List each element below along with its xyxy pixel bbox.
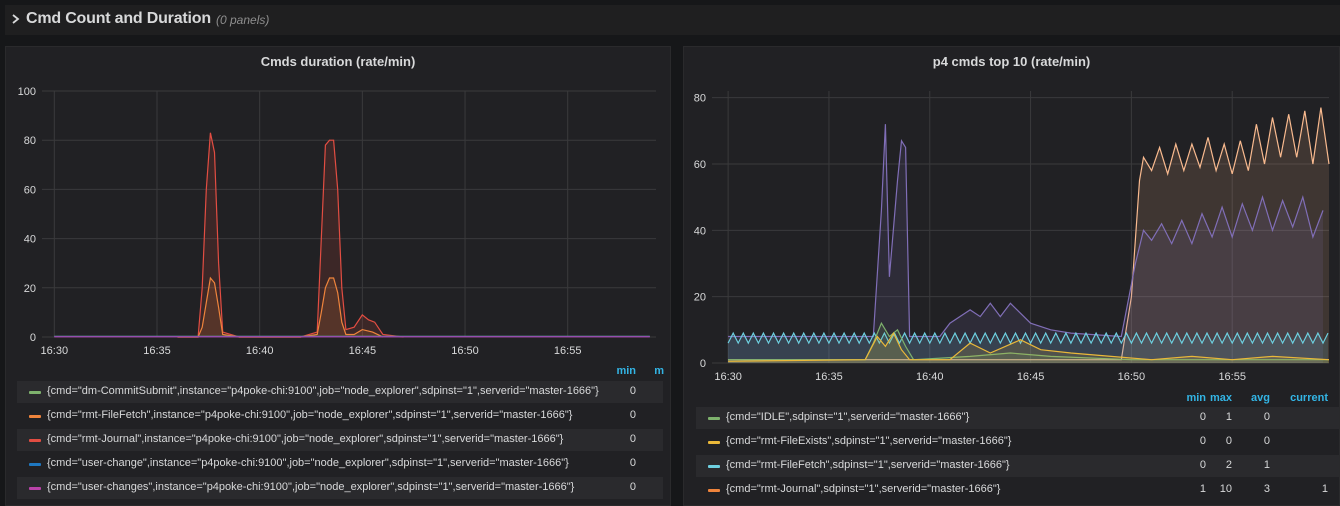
legend-value-avg: 3 <box>1263 483 1270 495</box>
x-tick-label: 16:40 <box>916 371 944 383</box>
legend-value-avg: 0 <box>1263 435 1270 447</box>
series-area <box>728 107 1329 363</box>
legend-series-label[interactable]: {cmd="rmt-Journal",sdpinst="1",serverid=… <box>726 483 1001 495</box>
x-tick-label: 16:40 <box>246 345 274 357</box>
legend-header-m[interactable]: m <box>654 365 664 377</box>
legend-p4-cmds-top10: min max avg current {cmd="IDLE",sdpinst="1",… <box>684 389 1339 505</box>
legend-item[interactable]: {cmd="rmt-FileFetch",sdpinst="1",serveri… <box>696 455 1339 477</box>
legend-header-min[interactable]: min <box>616 365 636 377</box>
y-tick-label: 40 <box>24 234 36 246</box>
series-line <box>728 124 1324 338</box>
x-tick-label: 16:30 <box>714 371 742 383</box>
panel-title[interactable]: p4 cmds top 10 (rate/min) <box>932 54 1091 69</box>
y-tick-label: 60 <box>694 159 706 171</box>
y-tick-label: 60 <box>24 184 36 196</box>
legend-color-swatch[interactable] <box>29 463 41 466</box>
legend-series-label[interactable]: {cmd="user-change",instance="p4poke-chi:… <box>47 457 569 469</box>
series-area <box>728 333 1329 363</box>
chevron-right-icon[interactable] <box>10 12 22 26</box>
legend-item[interactable]: {cmd="rmt-Journal",sdpinst="1",serverid=… <box>696 479 1339 501</box>
legend-color-swatch[interactable] <box>29 487 41 490</box>
legend-value-max: 1 <box>1225 411 1232 423</box>
panel-cmds-duration: Cmds duration (rate/min) 0 20 40 60 80 100 16:… <box>5 46 671 506</box>
chart-cmds-duration[interactable]: 0 20 40 60 80 100 16:30 16:35 16:40 16:45 16:50 16:… <box>6 77 670 392</box>
legend-value-min: 0 <box>1199 459 1206 471</box>
legend-series-label[interactable]: {cmd="dm-CommitSubmit",instance="p4poke-… <box>47 385 599 397</box>
row-title[interactable]: Cmd Count and Duration <box>26 10 211 27</box>
legend-color-swatch[interactable] <box>708 465 720 468</box>
y-tick-label: 100 <box>18 86 36 98</box>
legend-series-label[interactable]: {cmd="IDLE",sdpinst="1",serverid="master… <box>726 411 970 423</box>
series-area <box>177 278 383 337</box>
y-tick-label: 80 <box>24 135 36 147</box>
series-line <box>727 331 1329 345</box>
legend-value-min: 0 <box>629 433 636 445</box>
y-tick-label: 80 <box>694 93 706 105</box>
legend-color-swatch[interactable] <box>29 439 41 442</box>
legend-value-min: 0 <box>629 409 636 421</box>
legend-value-max: 10 <box>1219 483 1232 495</box>
x-tick-label: 16:45 <box>349 345 377 357</box>
legend-value-min: 0 <box>1199 435 1206 447</box>
legend-value-min: 0 <box>629 481 636 493</box>
legend-series-label[interactable]: {cmd="rmt-FileFetch",sdpinst="1",serveri… <box>726 459 1010 471</box>
legend-item[interactable]: {cmd="rmt-FileFetch",instance="p4poke-ch… <box>17 405 663 427</box>
series-line <box>728 331 1330 362</box>
legend-item[interactable]: {cmd="rmt-Journal",instance="p4poke-chi:… <box>17 429 663 451</box>
legend-color-swatch[interactable] <box>708 441 720 444</box>
legend-color-swatch[interactable] <box>708 489 720 492</box>
x-tick-label: 16:35 <box>815 371 843 383</box>
legend-series-label[interactable]: {cmd="rmt-FileFetch",instance="p4poke-ch… <box>47 409 573 421</box>
panel-title[interactable]: Cmds duration (rate/min) <box>260 54 416 69</box>
y-tick-label: 20 <box>694 292 706 304</box>
chart-p4-cmds-top10[interactable]: 0 20 40 60 80 16:30 16:35 16:40 16:45 16:50 16:55 <box>684 77 1340 387</box>
legend-value-min: 0 <box>1199 411 1206 423</box>
y-tick-label: 40 <box>694 225 706 237</box>
x-tick-label: 16:50 <box>451 345 479 357</box>
row-header[interactable]: Cmd Count and Duration (0 panels) <box>0 0 1340 40</box>
legend-value-current: 1 <box>1321 483 1328 495</box>
row-header-bar[interactable] <box>5 5 1340 35</box>
legend-value-max: 0 <box>1225 435 1232 447</box>
series-line <box>728 107 1330 361</box>
legend-value-avg: 0 <box>1263 411 1270 423</box>
legend-value-min: 0 <box>629 385 636 397</box>
x-tick-label: 16:55 <box>1218 371 1246 383</box>
legend-series-label[interactable]: {cmd="rmt-Journal",instance="p4poke-chi:… <box>47 433 564 445</box>
series-line <box>177 276 384 338</box>
series-line <box>177 132 404 338</box>
legend-item[interactable]: {cmd="user-change",instance="p4poke-chi:… <box>17 453 663 475</box>
y-tick-label: 20 <box>24 283 36 295</box>
legend-value-min: 1 <box>1199 483 1206 495</box>
panel-p4-cmds-top10: p4 cmds top 10 (rate/min) 0 20 40 60 80 16:30… <box>683 46 1340 506</box>
legend-series-label[interactable]: {cmd="user-changes",instance="p4poke-chi… <box>47 481 575 493</box>
legend-value-avg: 1 <box>1263 459 1270 471</box>
x-tick-label: 16:35 <box>143 345 171 357</box>
x-tick-label: 16:45 <box>1017 371 1045 383</box>
series-area <box>728 323 1329 363</box>
legend-header-avg[interactable]: avg <box>1251 392 1270 404</box>
legend-color-swatch[interactable] <box>708 417 720 420</box>
x-tick-label: 16:55 <box>554 345 582 357</box>
legend-header-min[interactable]: min <box>1186 392 1206 404</box>
series-area <box>728 124 1323 363</box>
legend-item[interactable]: {cmd="dm-CommitSubmit",instance="p4poke-… <box>17 381 663 403</box>
y-tick-label: 0 <box>30 332 36 344</box>
legend-item[interactable]: {cmd="rmt-FileExists",sdpinst="1",server… <box>696 431 1339 453</box>
legend-cmds-duration: min m {cmd="dm-CommitSubmit",instance="p4p… <box>6 365 670 505</box>
legend-header-current[interactable]: current <box>1290 392 1328 404</box>
legend-value-min: 0 <box>629 457 636 469</box>
row-panel-count: (0 panels) <box>216 13 270 27</box>
legend-item[interactable]: {cmd="user-changes",instance="p4poke-chi… <box>17 477 663 499</box>
legend-value-max: 2 <box>1225 459 1232 471</box>
legend-color-swatch[interactable] <box>29 391 41 394</box>
legend-header-max[interactable]: max <box>1209 392 1232 404</box>
legend-color-swatch[interactable] <box>29 415 41 418</box>
x-tick-label: 16:50 <box>1118 371 1146 383</box>
legend-series-label[interactable]: {cmd="rmt-FileExists",sdpinst="1",server… <box>726 435 1012 447</box>
legend-item[interactable]: {cmd="IDLE",sdpinst="1",serverid="master… <box>696 407 1339 429</box>
y-tick-label: 0 <box>700 358 706 370</box>
x-tick-label: 16:30 <box>41 345 69 357</box>
